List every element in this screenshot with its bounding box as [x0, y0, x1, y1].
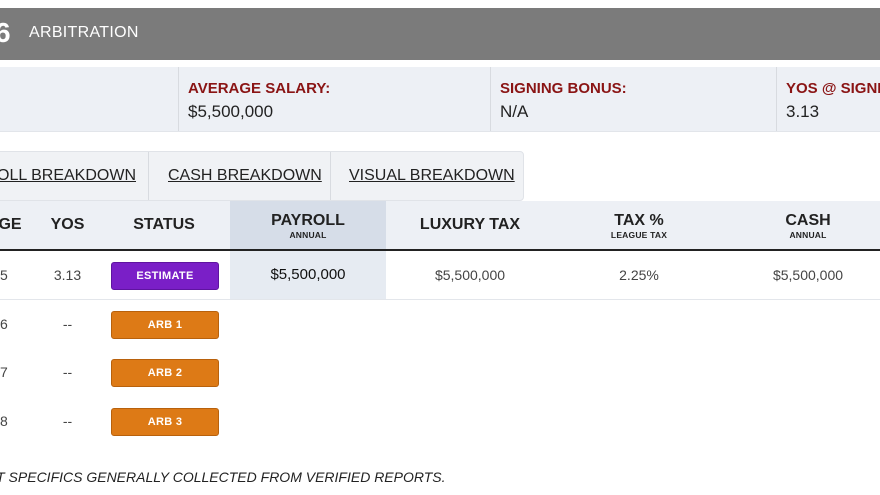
header-number: 6: [0, 17, 11, 48]
contract-summary: ) AVERAGE SALARY: $5,500,000 SIGNING BON…: [0, 67, 880, 132]
summary-yos-at-signing: YOS @ SIGNI 3.13: [776, 67, 880, 131]
status-badge: ESTIMATE: [111, 262, 219, 290]
col-payroll[interactable]: PAYROLL ANNUAL: [230, 201, 386, 249]
summary-value: 3.13: [786, 102, 820, 121]
summary-label: AVERAGE SALARY:: [188, 80, 331, 97]
col-status: STATUS: [133, 216, 195, 233]
tab-payroll-breakdown[interactable]: OLL BREAKDOWN: [0, 167, 136, 184]
tab-visual-breakdown[interactable]: VISUAL BREAKDOWN: [349, 167, 515, 184]
summary-label: YOS @ SIGNI: [786, 80, 880, 97]
col-tax-pct[interactable]: TAX % LEAGUE TAX: [610, 212, 668, 240]
summary-value: N/A: [500, 102, 529, 121]
col-luxury-tax[interactable]: LUXURY TAX: [419, 216, 521, 233]
col-cash[interactable]: CASH ANNUAL: [785, 212, 831, 240]
col-age: GE: [0, 216, 22, 233]
status-badge: ARB 2: [111, 359, 219, 387]
summary-average-salary: AVERAGE SALARY: $5,500,000: [178, 67, 490, 131]
cell-age: 28: [0, 413, 8, 429]
cell-luxury-tax: $5,500,000: [434, 267, 506, 283]
breakdown-tabs: OLL BREAKDOWN CASH BREAKDOWN VISUAL BREA…: [0, 151, 524, 201]
cell-payroll: $5,500,000: [230, 251, 386, 299]
status-badge: ARB 1: [111, 311, 219, 339]
cell-age: 27: [0, 364, 8, 380]
summary-signing-bonus: SIGNING BONUS: N/A: [490, 67, 776, 131]
tab-cash-breakdown[interactable]: CASH BREAKDOWN: [168, 167, 322, 184]
cell-tax-pct: 2.25%: [619, 267, 659, 283]
cell-yos: 3.13: [53, 267, 82, 283]
cell-age: 25: [0, 267, 8, 283]
table-row: 25 3.13 ESTIMATE $5,500,000 $5,500,000 2…: [0, 251, 880, 300]
col-yos: YOS: [50, 216, 85, 233]
cell-cash: $5,500,000: [772, 267, 844, 283]
tab-divider: [148, 152, 149, 200]
table-header: GE YOS STATUS PAYROLL ANNUAL LUXURY TAX …: [0, 201, 880, 251]
table-row: 26 -- ARB 1: [0, 300, 880, 348]
summary-cell-partial: ): [0, 67, 178, 131]
status-badge: ARB 3: [111, 408, 219, 436]
tab-divider: [330, 152, 331, 200]
table-row: 27 -- ARB 2: [0, 348, 880, 396]
header-title: ARBITRATION: [29, 24, 139, 41]
cell-yos: --: [62, 413, 73, 429]
cell-yos: --: [62, 316, 73, 332]
cell-yos: --: [62, 364, 73, 380]
page-header: 6 ARBITRATION: [0, 8, 880, 60]
cell-age: 26: [0, 316, 8, 332]
footnote: CT SPECIFICS GENERALLY COLLECTED FROM VE…: [0, 469, 446, 485]
table-row: 28 -- ARB 3: [0, 397, 880, 445]
summary-value: $5,500,000: [188, 102, 274, 121]
summary-label: SIGNING BONUS:: [500, 80, 627, 97]
